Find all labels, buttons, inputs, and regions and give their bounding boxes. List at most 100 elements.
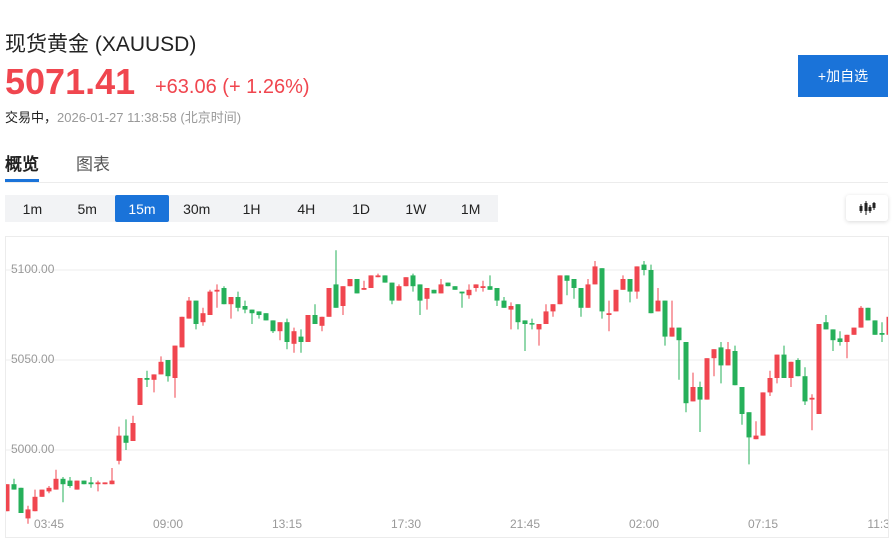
candle-body	[837, 338, 843, 342]
candle-up	[858, 306, 864, 328]
candle-body	[522, 320, 528, 324]
candle-body	[466, 289, 472, 296]
candle-down	[67, 477, 73, 488]
candle-body	[718, 347, 724, 366]
candle-down	[298, 329, 304, 353]
candle-body	[627, 279, 633, 292]
candle-up	[172, 345, 178, 398]
add-to-watchlist-button[interactable]: +加自选	[798, 55, 888, 97]
timestamp: 2026-01-27 11:38:58 (北京时间)	[57, 110, 242, 125]
candle-up	[886, 316, 888, 335]
candle-body	[165, 360, 171, 377]
candle-body	[368, 275, 374, 288]
tab-chart[interactable]: 图表	[76, 155, 110, 174]
candle-body	[592, 266, 598, 285]
candle-up	[403, 277, 409, 287]
candle-down	[648, 264, 654, 314]
candle-body	[137, 378, 143, 405]
chart-type-button[interactable]	[846, 195, 888, 221]
candle-body	[417, 284, 423, 301]
candle-down	[445, 282, 451, 287]
price-change: +63.06 (+ 1.26%)	[155, 76, 310, 98]
candle-down	[683, 342, 689, 413]
candle-down	[88, 477, 94, 488]
candle-down	[410, 273, 416, 292]
candle-down	[781, 345, 787, 378]
candle-up	[424, 288, 430, 310]
candle-up	[109, 468, 115, 485]
interval-1m[interactable]: 1m	[22, 200, 43, 217]
tab-overview[interactable]: 概览	[5, 150, 39, 182]
candle-down	[571, 279, 577, 299]
candle-body	[767, 378, 773, 393]
candle-down	[732, 345, 738, 386]
interval-selector: 1m 5m 15m 30m 1H 4H 1D 1W 1M	[5, 195, 498, 222]
candle-body	[172, 345, 178, 378]
interval-1d[interactable]: 1D	[352, 200, 371, 217]
candle-down	[144, 370, 150, 387]
candle-down	[795, 358, 801, 377]
candle-body	[501, 300, 507, 308]
interval-30m[interactable]: 30m	[183, 200, 211, 217]
candle-body	[410, 275, 416, 287]
candle-up	[137, 378, 143, 405]
candle-up	[361, 280, 367, 290]
interval-4h[interactable]: 4H	[297, 200, 316, 217]
candle-up	[809, 394, 815, 431]
candle-body	[753, 435, 759, 440]
interval-1w[interactable]: 1W	[405, 200, 427, 217]
candle-up	[74, 480, 80, 490]
candle-body	[123, 435, 129, 443]
candle-up	[277, 322, 283, 341]
candle-body	[60, 478, 66, 485]
candle-up	[543, 304, 549, 324]
candle-body	[620, 279, 626, 290]
candlestick-chart[interactable]: 5100.00 5050.00 5000.00 03:45 09:00 13:15 17:3…	[5, 236, 889, 538]
candle-body	[347, 279, 353, 287]
candle-up	[130, 415, 136, 441]
candle-body	[431, 289, 437, 294]
candle-body	[634, 266, 640, 292]
candle-up	[186, 297, 192, 319]
candle-body	[480, 286, 486, 288]
candle-body	[459, 291, 465, 294]
candle-down	[662, 300, 668, 346]
candle-down	[249, 309, 255, 324]
candle-body	[438, 284, 444, 294]
candle-up	[39, 489, 45, 497]
candlestick-icon	[859, 201, 876, 215]
trading-status: 交易中，2026-01-27 11:38:58 (北京时间)	[5, 107, 241, 126]
candle-body	[690, 387, 696, 402]
interval-15m[interactable]: 15m	[114, 195, 170, 222]
candle-up	[508, 302, 514, 330]
candle-down	[452, 286, 458, 290]
candle-body	[186, 300, 192, 319]
candle-down	[284, 318, 290, 350]
candle-down	[242, 300, 248, 314]
interval-1h[interactable]: 1H	[242, 200, 261, 217]
candle-up	[844, 334, 850, 359]
interval-5m[interactable]: 5m	[77, 200, 97, 217]
candle-down	[263, 313, 269, 321]
candle-up	[606, 300, 612, 332]
candle-up	[767, 370, 773, 396]
candle-up	[690, 372, 696, 402]
candle-body	[88, 482, 94, 485]
candle-down	[739, 387, 745, 425]
candle-down	[837, 331, 843, 346]
candle-down	[333, 250, 339, 308]
candle-down	[165, 360, 171, 382]
candle-up	[207, 289, 213, 315]
interval-1mo[interactable]: 1M	[460, 200, 481, 217]
candle-up	[438, 279, 444, 294]
candle-up	[228, 297, 234, 319]
candle-body	[102, 482, 108, 485]
candle-up	[851, 327, 857, 335]
candle-up	[340, 286, 346, 315]
candle-body	[872, 320, 878, 335]
candle-body	[319, 316, 325, 326]
candle-body	[788, 361, 794, 378]
candle-body	[375, 275, 381, 278]
candle-up	[158, 356, 164, 375]
candle-body	[613, 289, 619, 312]
